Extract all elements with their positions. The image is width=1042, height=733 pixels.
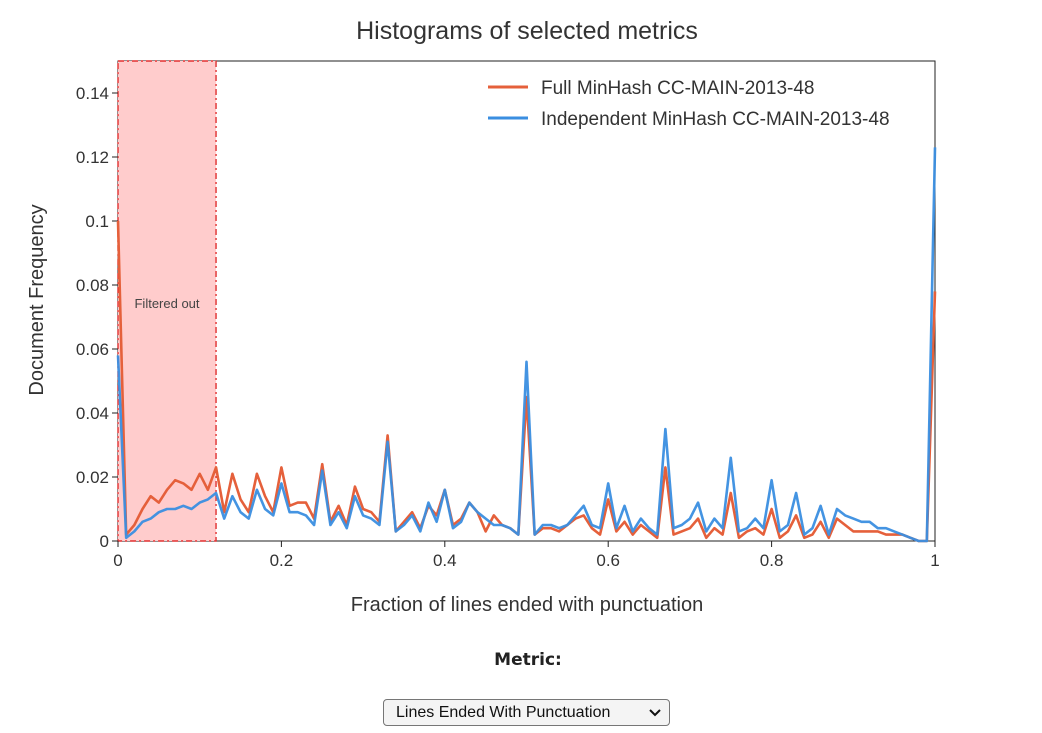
plot-frame [117, 60, 936, 542]
y-tick-label: 0.14 [76, 84, 109, 103]
legend-entry: Full MinHash CC-MAIN-2013-48 [541, 78, 814, 99]
chevron-down-icon [641, 708, 669, 718]
y-tick-label: 0.02 [76, 468, 109, 487]
series-line-full-minhash [116, 220, 937, 543]
filtered-region [117, 60, 217, 542]
x-tick-label: 0.2 [270, 551, 294, 570]
x-tick-label: 0 [113, 551, 122, 570]
x-tick-label: 0.8 [760, 551, 784, 570]
y-tick-label: 0 [100, 532, 109, 551]
y-tick-label: 0.12 [76, 148, 109, 167]
x-tick-label: 0.4 [433, 551, 457, 570]
y-tick-label: 0.1 [85, 212, 109, 231]
metric-label: Metric: [494, 650, 562, 670]
metric-select[interactable]: Lines Ended With Punctuation [383, 699, 670, 726]
legend-entry: Independent MinHash CC-MAIN-2013-48 [541, 109, 890, 130]
filtered-region-label: Filtered out [134, 296, 199, 311]
y-axis-label: Document Frequency [26, 204, 48, 395]
plot-area: Filtered out 0 0.02 0.04 0.06 0.08 0.1 0.12 0.14… [76, 60, 940, 570]
y-tick-label: 0.06 [76, 340, 109, 359]
x-tick-label: 0.6 [596, 551, 620, 570]
y-tick-label: 0.08 [76, 276, 109, 295]
histogram-chart: Histograms of selected metrics Filtered … [26, 17, 940, 616]
y-tick-label: 0.04 [76, 404, 109, 423]
series-line-independent-minhash [116, 147, 937, 543]
x-tick-label: 1 [930, 551, 939, 570]
x-axis-label: Fraction of lines ended with punctuation [351, 594, 703, 616]
chart-title: Histograms of selected metrics [356, 17, 698, 45]
metric-select-value: Lines Ended With Punctuation [396, 703, 611, 721]
